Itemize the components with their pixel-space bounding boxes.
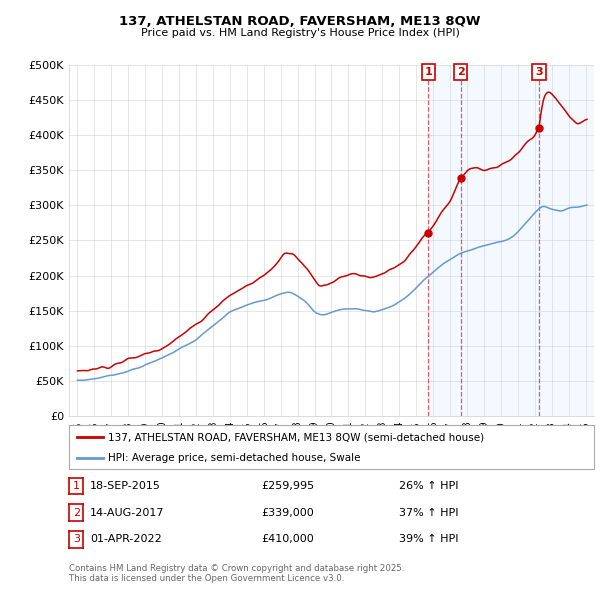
Text: 3: 3 — [535, 67, 543, 77]
Bar — [428, 65, 461, 416]
Text: £339,000: £339,000 — [261, 508, 314, 517]
Text: Price paid vs. HM Land Registry's House Price Index (HPI): Price paid vs. HM Land Registry's House … — [140, 28, 460, 38]
Text: 2: 2 — [457, 67, 464, 77]
Text: 18-SEP-2015: 18-SEP-2015 — [90, 481, 161, 491]
Bar — [539, 65, 594, 416]
Bar — [461, 65, 539, 416]
Text: 2: 2 — [73, 508, 80, 517]
Text: 3: 3 — [73, 535, 80, 544]
Text: 01-APR-2022: 01-APR-2022 — [90, 535, 162, 544]
Text: 14-AUG-2017: 14-AUG-2017 — [90, 508, 164, 517]
Text: 1: 1 — [73, 481, 80, 491]
Text: 26% ↑ HPI: 26% ↑ HPI — [399, 481, 458, 491]
Text: £259,995: £259,995 — [261, 481, 314, 491]
Text: 1: 1 — [424, 67, 432, 77]
Text: 37% ↑ HPI: 37% ↑ HPI — [399, 508, 458, 517]
Text: 39% ↑ HPI: 39% ↑ HPI — [399, 535, 458, 544]
Text: HPI: Average price, semi-detached house, Swale: HPI: Average price, semi-detached house,… — [109, 453, 361, 463]
Text: Contains HM Land Registry data © Crown copyright and database right 2025.
This d: Contains HM Land Registry data © Crown c… — [69, 563, 404, 583]
Text: £410,000: £410,000 — [261, 535, 314, 544]
Text: 137, ATHELSTAN ROAD, FAVERSHAM, ME13 8QW (semi-detached house): 137, ATHELSTAN ROAD, FAVERSHAM, ME13 8QW… — [109, 432, 485, 442]
Text: 137, ATHELSTAN ROAD, FAVERSHAM, ME13 8QW: 137, ATHELSTAN ROAD, FAVERSHAM, ME13 8QW — [119, 15, 481, 28]
